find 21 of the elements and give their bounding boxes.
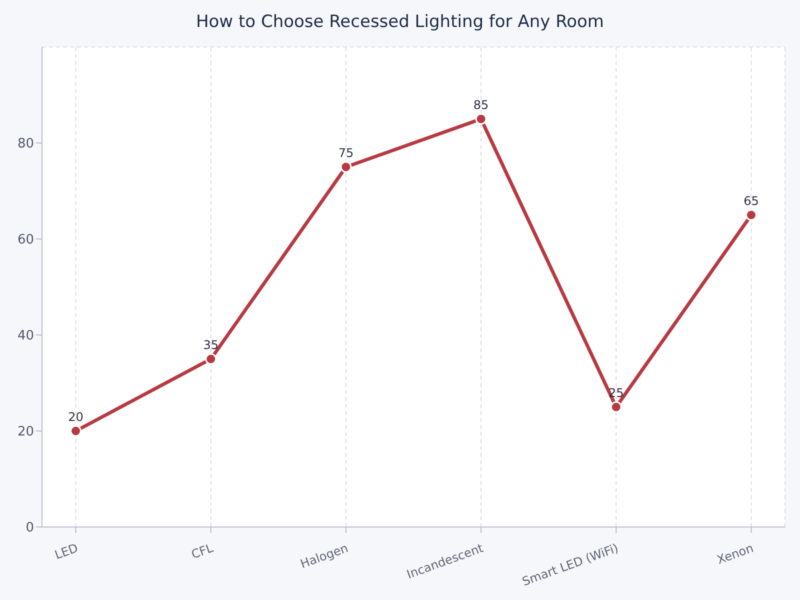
y-tick-label: 80 [17, 136, 34, 152]
y-tick-label: 20 [17, 424, 34, 440]
x-tick-label: LED [52, 540, 80, 562]
data-label: 65 [744, 194, 759, 208]
y-tick-label: 0 [26, 520, 34, 536]
point [745, 209, 757, 221]
y-tick-label: 60 [17, 232, 34, 248]
point [340, 161, 352, 173]
x-tick-label: Smart LED (WiFi) [520, 540, 620, 589]
x-tick-label: CFL [189, 540, 216, 562]
data-label: 75 [338, 146, 354, 160]
chart-title: How to Choose Recessed Lighting for Any Room [195, 12, 605, 32]
point [205, 353, 217, 365]
data-label: 85 [473, 98, 489, 112]
x-tick-label: Xenon [715, 540, 756, 567]
data-label: 35 [203, 338, 219, 352]
y-tick-label: 40 [17, 328, 34, 344]
point [70, 425, 82, 437]
point [475, 113, 487, 125]
data-label: 20 [68, 410, 84, 424]
point [610, 401, 622, 413]
